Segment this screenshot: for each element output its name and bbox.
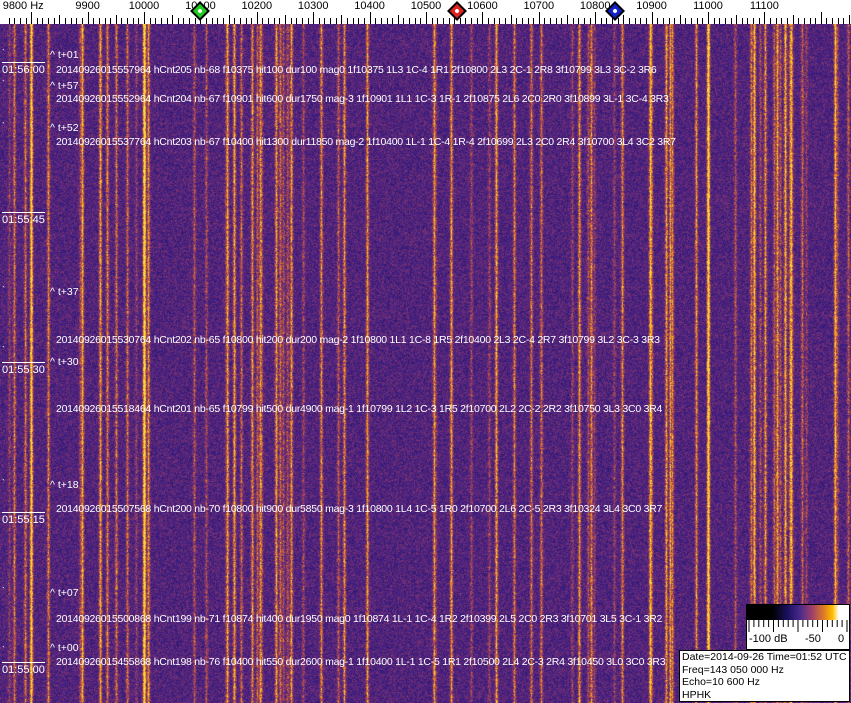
scale-label-mid: -50 — [805, 633, 821, 645]
event-tick-mark: ` — [2, 79, 5, 89]
event-detection-line: 20140926015530764 hCnt202 nb-65 f10800 h… — [56, 334, 660, 346]
time-label: 01:55:30 — [2, 362, 45, 376]
event-relative-time: ^ t+18 — [50, 479, 79, 491]
frequency-label: 10600 — [467, 0, 498, 12]
event-relative-time: ^ t+37 — [50, 286, 79, 298]
event-tick-mark: ` — [2, 586, 5, 596]
color-scale-gradient — [747, 605, 849, 620]
frequency-label: 11100 — [749, 0, 779, 12]
event-relative-time: ^ t+30 — [50, 356, 79, 368]
event-relative-time: ^ t+01 — [50, 49, 79, 61]
color-scale-ticks — [748, 620, 848, 632]
event-tick-mark: ` — [2, 285, 5, 295]
frequency-label: 9800 Hz — [2, 0, 44, 12]
event-detection-line: 20140926015557964 hCnt205 nb-68 f10375 h… — [56, 64, 657, 76]
event-tick-mark: ` — [2, 345, 5, 355]
frequency-label: 10000 — [128, 0, 160, 12]
frequency-label: 10900 — [636, 0, 667, 12]
event-detection-line: 20140926015537764 hCnt203 nb-67 f10400 h… — [56, 136, 676, 148]
event-relative-time: ^ t+00 — [50, 642, 79, 654]
frequency-label: 10400 — [354, 0, 385, 12]
event-detection-line: 20140926015507568 hCnt200 nb-70 f10800 h… — [56, 503, 663, 515]
event-relative-time: ^ t+57 — [50, 80, 79, 92]
event-detection-line: 20140926015455868 hCnt198 nb-76 f10400 h… — [56, 656, 666, 668]
info-frequency: Freq=143 050 000 Hz — [682, 663, 784, 676]
frequency-label: 11000 — [693, 0, 723, 12]
scale-label-max: 0 — [838, 633, 845, 645]
frequency-label: 10500 — [410, 0, 442, 12]
event-relative-time: ^ t+07 — [50, 587, 79, 599]
time-label: 01:55:45 — [2, 212, 45, 226]
time-label: 01:56:00 — [2, 62, 45, 76]
event-detection-line: 20140926015500868 hCnt199 nb-71 f10874 h… — [56, 613, 663, 625]
event-tick-mark: ` — [2, 121, 5, 131]
frequency-label: 10200 — [241, 0, 273, 12]
event-tick-mark: ` — [2, 478, 5, 488]
frequency-axis: 9800 Hz990010000101001020010300104001050… — [0, 0, 851, 24]
scale-label-min: -100 dB — [749, 633, 788, 645]
info-echo: Echo=10 600 Hz — [682, 676, 760, 688]
event-relative-time: ^ t+52 — [50, 122, 79, 134]
frequency-label: 10700 — [523, 0, 555, 12]
time-label: 01:55:15 — [2, 512, 45, 526]
frequency-label: 9900 — [75, 0, 100, 12]
info-station: HPHK — [682, 688, 712, 701]
waterfall-spectrogram — [0, 24, 851, 703]
axis-ticks — [9, 12, 850, 24]
event-tick-mark: ` — [2, 645, 5, 655]
event-detection-line: 20140926015552964 hCnt204 nb-67 f10901 h… — [56, 93, 669, 105]
event-detection-line: 20140926015518464 hCnt201 nb-65 f10799 h… — [56, 403, 663, 415]
color-scale-legend: -100 dB -50 0 — [746, 604, 850, 650]
info-box: Date=2014-09-26 Time=01:52 UTC Freq=143 … — [679, 650, 850, 702]
info-date-time: Date=2014-09-26 Time=01:52 UTC — [682, 651, 847, 663]
event-tick-mark: ` — [2, 48, 5, 58]
time-label: 01:55:00 — [2, 662, 45, 676]
frequency-label: 10800 — [579, 0, 611, 12]
frequency-label: 10300 — [297, 0, 329, 12]
